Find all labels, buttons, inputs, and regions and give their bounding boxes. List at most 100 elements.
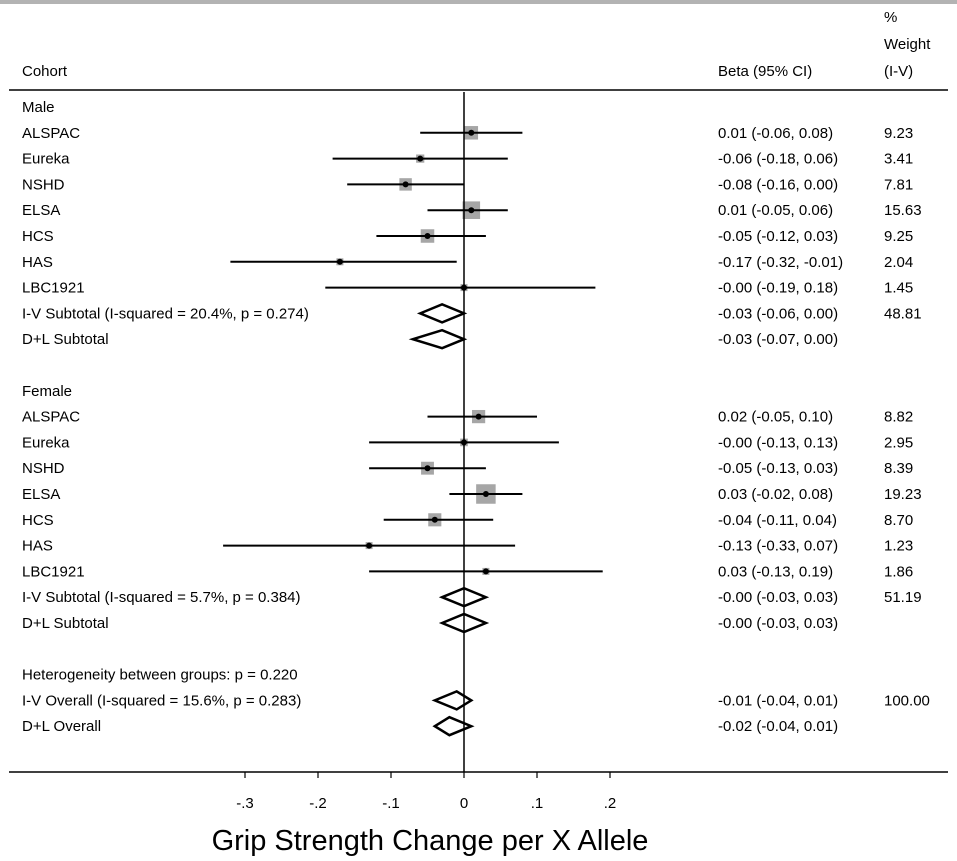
study-ci: -0.08 (-0.16, 0.00) [718, 176, 838, 193]
study-label: HCS [22, 512, 54, 529]
study-weight: 1.45 [884, 280, 913, 297]
group-label: Female [22, 383, 72, 400]
study-ci: 0.02 (-0.05, 0.10) [718, 409, 833, 426]
study-ci: -0.00 (-0.13, 0.13) [718, 434, 838, 451]
point-estimate [424, 465, 431, 472]
forest-row-eureka: Eureka -0.06 (-0.18, 0.06) 3.41 [22, 151, 913, 168]
study-weight: 1.23 [884, 538, 913, 555]
summary-diamond [438, 612, 490, 634]
study-ci: 0.01 (-0.05, 0.06) [718, 202, 833, 219]
summary-ci: -0.03 (-0.07, 0.00) [718, 331, 838, 348]
point-estimate [468, 207, 475, 214]
point-estimate [424, 233, 431, 239]
forest-row-elsa: ELSA 0.03 (-0.02, 0.08) 19.23 [22, 484, 922, 504]
summary-diamond [438, 586, 490, 608]
point-estimate [482, 568, 489, 575]
summary-label: D+L Overall [22, 718, 101, 735]
study-label: HAS [22, 538, 53, 555]
study-label: ELSA [22, 486, 60, 503]
study-ci: 0.03 (-0.13, 0.19) [718, 563, 833, 580]
study-label: NSHD [22, 176, 65, 193]
forest-row-lbc1921: LBC1921 0.03 (-0.13, 0.19) 1.86 [22, 563, 913, 580]
forest-row-group: Female [22, 383, 72, 400]
study-weight: 2.04 [884, 254, 913, 271]
summary-weight: 100.00 [884, 692, 930, 709]
summary-ci: -0.02 (-0.04, 0.01) [718, 718, 838, 735]
x-tick-label: -.1 [382, 795, 400, 812]
x-tick-label: .1 [531, 795, 544, 812]
heterogeneity-note: Heterogeneity between groups: p = 0.220 [22, 667, 298, 684]
study-ci: 0.01 (-0.06, 0.08) [718, 125, 833, 142]
summary-label: I-V Overall (I-squared = 15.6%, p = 0.28… [22, 692, 301, 709]
study-weight: 8.82 [884, 409, 913, 426]
study-label: HAS [22, 254, 53, 271]
forest-row-has: HAS -0.17 (-0.32, -0.01) 2.04 [22, 254, 913, 271]
forest-row-summary: D+L Overall -0.02 (-0.04, 0.01) [22, 715, 838, 737]
x-axis-title: Grip Strength Change per X Allele [212, 825, 649, 857]
forest-row-has: HAS -0.13 (-0.33, 0.07) 1.23 [22, 538, 913, 555]
header-cohort: Cohort [22, 63, 68, 80]
forest-row-text: Heterogeneity between groups: p = 0.220 [22, 667, 298, 684]
study-ci: -0.00 (-0.19, 0.18) [718, 280, 838, 297]
study-weight: 1.86 [884, 563, 913, 580]
header-beta-ci: Beta (95% CI) [718, 63, 812, 80]
summary-ci: -0.00 (-0.03, 0.03) [718, 615, 838, 632]
forest-row-summary: I-V Overall (I-squared = 15.6%, p = 0.28… [22, 690, 930, 711]
forest-row-lbc1921: LBC1921 -0.00 (-0.19, 0.18) 1.45 [22, 280, 913, 297]
summary-label: I-V Subtotal (I-squared = 5.7%, p = 0.38… [22, 589, 301, 606]
summary-weight: 48.81 [884, 305, 922, 322]
study-label: Eureka [22, 151, 70, 168]
group-label: Male [22, 99, 55, 116]
study-label: LBC1921 [22, 280, 85, 297]
study-label: HCS [22, 228, 54, 245]
point-estimate [402, 181, 409, 188]
forest-row-hcs: HCS -0.05 (-0.12, 0.03) 9.25 [22, 228, 913, 245]
point-estimate [468, 129, 475, 136]
study-label: ELSA [22, 202, 60, 219]
study-ci: -0.17 (-0.32, -0.01) [718, 254, 843, 271]
study-label: LBC1921 [22, 563, 85, 580]
summary-label: D+L Subtotal [22, 331, 109, 348]
point-estimate [482, 491, 489, 497]
header-weight-line-1: % [884, 9, 897, 26]
study-ci: 0.03 (-0.02, 0.08) [718, 486, 833, 503]
forest-row-summary: D+L Subtotal -0.00 (-0.03, 0.03) [22, 612, 838, 634]
study-weight: 9.23 [884, 125, 913, 142]
study-ci: -0.05 (-0.13, 0.03) [718, 460, 838, 477]
study-label: NSHD [22, 460, 65, 477]
forest-row-alspac: ALSPAC 0.02 (-0.05, 0.10) 8.82 [22, 409, 913, 426]
header-weight-line-3: (I-V) [884, 63, 913, 80]
study-weight: 15.63 [884, 202, 922, 219]
forest-row-summary: I-V Subtotal (I-squared = 5.7%, p = 0.38… [22, 586, 922, 608]
study-ci: -0.13 (-0.33, 0.07) [718, 538, 838, 555]
study-label: Eureka [22, 434, 70, 451]
point-estimate [417, 155, 424, 162]
point-estimate [431, 516, 438, 523]
study-label: ALSPAC [22, 125, 80, 142]
study-weight: 7.81 [884, 176, 913, 193]
summary-diamond [432, 715, 475, 737]
study-weight: 2.95 [884, 434, 913, 451]
point-estimate [475, 413, 482, 420]
point-estimate [336, 258, 343, 265]
forest-rows: Male ALSPAC 0.01 (-0.06, 0.08) 9.23 Eureka -0… [22, 99, 930, 737]
x-tick-label: -.2 [309, 795, 327, 812]
x-tick-label: .2 [604, 795, 617, 812]
summary-label: I-V Subtotal (I-squared = 20.4%, p = 0.2… [22, 305, 309, 322]
x-axis: -.3 -.2 -.1 0 .1 .2 [236, 772, 616, 812]
forest-row-nshd: NSHD -0.05 (-0.13, 0.03) 8.39 [22, 460, 913, 477]
x-tick-label: 0 [460, 795, 468, 812]
summary-label: D+L Subtotal [22, 615, 109, 632]
study-weight: 19.23 [884, 486, 922, 503]
x-tick-label: -.3 [236, 795, 254, 812]
summary-weight: 51.19 [884, 589, 922, 606]
header-weight-line-2: Weight [884, 36, 931, 53]
forest-row-summary: D+L Subtotal -0.03 (-0.07, 0.00) [22, 328, 838, 350]
study-weight: 9.25 [884, 228, 913, 245]
study-ci: -0.05 (-0.12, 0.03) [718, 228, 838, 245]
study-ci: -0.06 (-0.18, 0.06) [718, 151, 838, 168]
forest-row-nshd: NSHD -0.08 (-0.16, 0.00) 7.81 [22, 176, 913, 193]
study-ci: -0.04 (-0.11, 0.04) [718, 512, 837, 529]
